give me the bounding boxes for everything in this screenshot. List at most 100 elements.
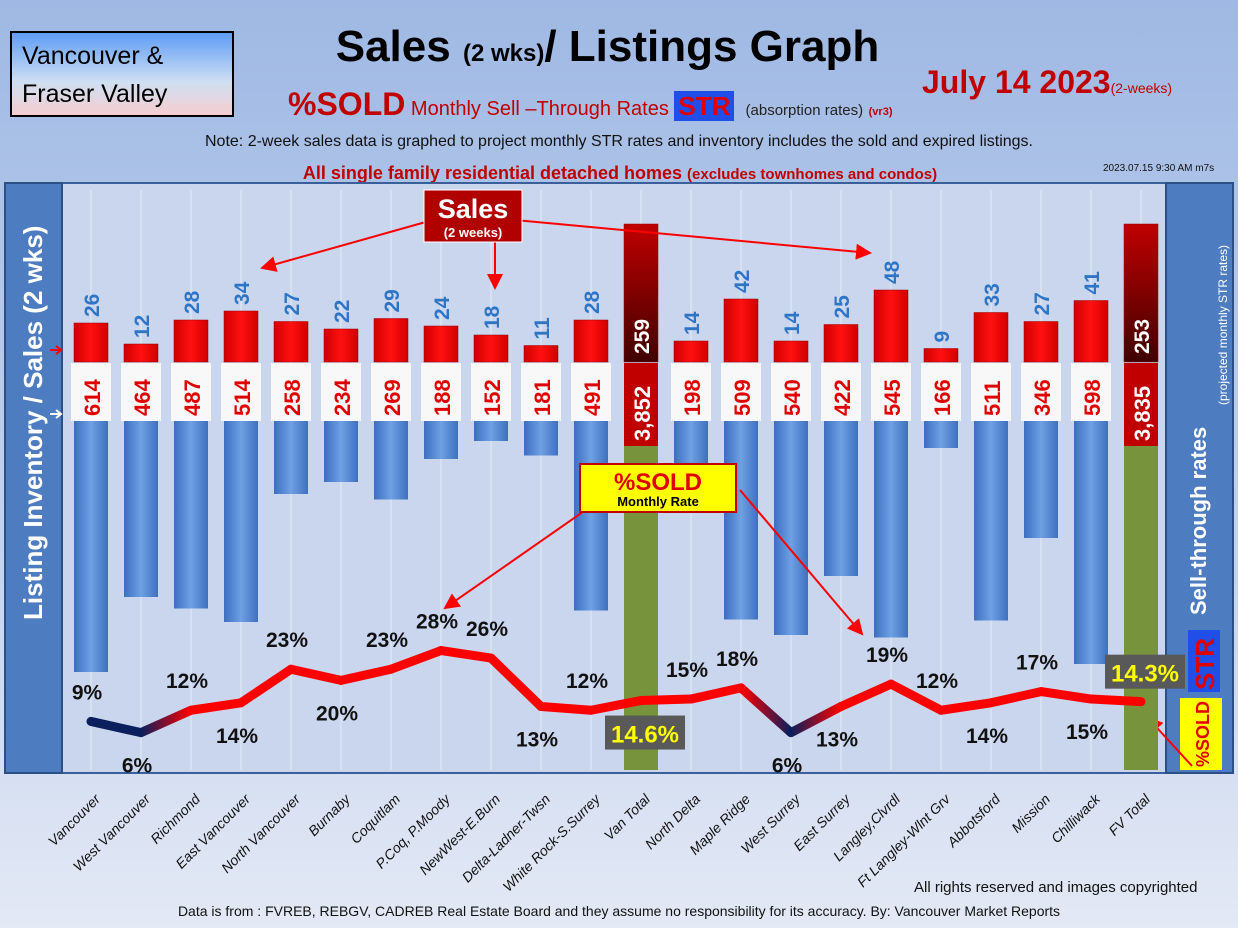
sales-label: 11: [531, 317, 554, 340]
sales-label: 29: [381, 289, 404, 312]
str-label: 14%: [216, 725, 258, 748]
listings-label: 258: [280, 379, 305, 416]
source-note: Data is from : FVREB, REBGV, CADREB Real…: [177, 903, 1061, 919]
str-line-segment: [136, 705, 196, 738]
sales-label: 28: [581, 290, 604, 314]
str-label: 15%: [666, 659, 708, 682]
sales-bar: [823, 324, 859, 363]
sales-label: 33: [981, 283, 1004, 306]
sales-label: 41: [1081, 271, 1104, 295]
listings-label-bg: [71, 363, 111, 421]
region-label: Vancouver & Fraser Valley: [10, 31, 234, 117]
sales-callout: Sales: [438, 194, 509, 224]
str-label: 17%: [1016, 652, 1058, 675]
listings-label: 152: [480, 379, 505, 416]
date-note: (2-weeks): [1110, 80, 1173, 96]
sales-bar: [1023, 321, 1059, 363]
subtitle: %SOLD Monthly Sell –Through Rates STR (a…: [288, 86, 892, 123]
listings-label: 598: [1080, 379, 1105, 416]
listings-label: 234: [330, 379, 355, 416]
str-line-segment: [486, 653, 546, 712]
category-label: FV Total: [1105, 790, 1153, 838]
str-label: 15%: [1066, 721, 1108, 744]
sales-bar: [1073, 300, 1109, 363]
listings-label-bg: [721, 363, 761, 421]
listings-label-bg: [521, 363, 561, 421]
listings-label: 514: [230, 379, 255, 416]
listings-label-bg: [121, 363, 161, 421]
page-title: Sales (2 wks)/ Listings Graph: [300, 22, 915, 72]
str-line-segment: [536, 702, 596, 715]
sales-bar: [573, 319, 609, 363]
listings-label: 464: [130, 379, 155, 416]
sales-label: 14: [781, 311, 804, 335]
homes-exclusion: (excludes townhomes and condos): [687, 166, 938, 183]
listings-label: 491: [580, 379, 605, 416]
category-label: White Rock-S.Surrey: [499, 790, 603, 894]
listings-label: 545: [880, 379, 905, 416]
sales-label: 9: [931, 331, 954, 343]
sold-label: %SOLD: [288, 86, 406, 122]
left-axis-label: Listing Inventory / Sales (2 wks): [18, 226, 48, 620]
listings-label: 511: [980, 381, 1005, 417]
str-label: 12%: [566, 670, 608, 693]
str-label: 14.6%: [611, 722, 679, 749]
str-line-segment: [1086, 694, 1146, 707]
str-label: 20%: [316, 702, 358, 725]
str-label: 14.3%: [1111, 661, 1179, 688]
sales-label: 25: [831, 295, 854, 319]
category-label: Burnaby: [305, 790, 354, 839]
date-text: July 14 2023: [922, 64, 1111, 100]
listings-label-bg: [671, 363, 711, 421]
sales-label: 22: [331, 300, 354, 323]
sales-bar: [723, 298, 759, 363]
str-line-segment: [936, 698, 996, 715]
listings-label: 509: [730, 379, 755, 416]
category-label: Delta-Ladner-Twsn: [459, 791, 554, 886]
listings-label: 487: [180, 379, 205, 416]
category-label: Chilliwack: [1048, 790, 1104, 846]
str-label: 9%: [72, 681, 103, 704]
sold-arrow: [739, 489, 864, 636]
listings-label-bg: [221, 363, 261, 421]
homes-note: All single family residential detached h…: [230, 163, 1010, 184]
str-line-segment: [886, 679, 946, 715]
listings-label-bg: [821, 363, 861, 421]
sales-label: 34: [231, 281, 254, 305]
sales-label: 26: [81, 294, 104, 317]
sales-label: 12: [131, 315, 154, 338]
listings-label: 198: [680, 379, 705, 416]
note: Note: 2-week sales data is graphed to pr…: [205, 133, 1033, 150]
sales-label: 27: [1031, 292, 1054, 315]
sales-bar: [1123, 223, 1159, 363]
listings-label-bg: [871, 363, 911, 421]
str-line-segment: [236, 664, 296, 708]
sales-label: 14: [681, 311, 704, 335]
sales-bar: [73, 322, 109, 363]
str-line-segment: [986, 687, 1046, 708]
right-str-text: STR: [1190, 638, 1220, 690]
sales-arrow: [260, 217, 441, 272]
right-sold-badge: [1180, 698, 1222, 770]
str-label: 26%: [466, 618, 508, 641]
listings-label: 614: [80, 379, 105, 416]
sold-callout-box: [579, 463, 737, 513]
title-rest: / Listings Graph: [544, 22, 880, 71]
str-line-segment: [86, 716, 146, 738]
str-line-segment: [636, 694, 696, 706]
title-main: Sales: [335, 22, 463, 71]
category-label: Van Total: [601, 790, 654, 843]
sales-bar: [423, 325, 459, 363]
listings-label-bg: [171, 363, 211, 421]
sales-label: 28: [181, 290, 204, 314]
sales-bar: [173, 319, 209, 363]
sales-bar: [473, 334, 509, 363]
listings-label: 346: [1030, 379, 1055, 416]
listings-label-bg: [1124, 363, 1158, 446]
right-axis-note: (projected monthly STR rates): [1216, 245, 1230, 405]
str-label: 19%: [866, 644, 908, 667]
listings-label-bg: [1021, 363, 1061, 421]
sales-bar: [773, 340, 809, 363]
sales-label: 24: [431, 296, 454, 320]
